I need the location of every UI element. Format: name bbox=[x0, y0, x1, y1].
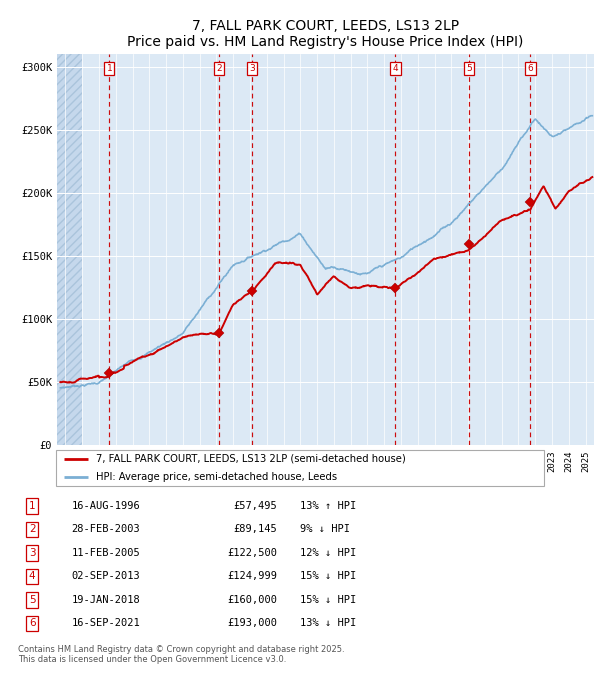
Text: 3: 3 bbox=[249, 64, 255, 73]
Text: 4: 4 bbox=[392, 64, 398, 73]
Text: £124,999: £124,999 bbox=[227, 571, 277, 581]
Text: 11-FEB-2005: 11-FEB-2005 bbox=[71, 548, 140, 558]
Text: 16-AUG-1996: 16-AUG-1996 bbox=[71, 501, 140, 511]
Text: 6: 6 bbox=[29, 618, 35, 628]
Bar bbox=[57, 54, 82, 445]
FancyBboxPatch shape bbox=[56, 449, 544, 486]
Text: HPI: Average price, semi-detached house, Leeds: HPI: Average price, semi-detached house,… bbox=[96, 472, 337, 482]
Title: 7, FALL PARK COURT, LEEDS, LS13 2LP
Price paid vs. HM Land Registry's House Pric: 7, FALL PARK COURT, LEEDS, LS13 2LP Pric… bbox=[127, 19, 524, 49]
Text: 15% ↓ HPI: 15% ↓ HPI bbox=[300, 595, 356, 605]
Text: 2: 2 bbox=[216, 64, 222, 73]
Text: 16-SEP-2021: 16-SEP-2021 bbox=[71, 618, 140, 628]
Text: 13% ↓ HPI: 13% ↓ HPI bbox=[300, 618, 356, 628]
Text: 9% ↓ HPI: 9% ↓ HPI bbox=[300, 524, 350, 534]
Text: £122,500: £122,500 bbox=[227, 548, 277, 558]
Text: 5: 5 bbox=[29, 595, 35, 605]
Text: 7, FALL PARK COURT, LEEDS, LS13 2LP (semi-detached house): 7, FALL PARK COURT, LEEDS, LS13 2LP (sem… bbox=[96, 454, 406, 464]
Text: 15% ↓ HPI: 15% ↓ HPI bbox=[300, 571, 356, 581]
Text: 1: 1 bbox=[29, 501, 35, 511]
Text: 13% ↑ HPI: 13% ↑ HPI bbox=[300, 501, 356, 511]
Text: 12% ↓ HPI: 12% ↓ HPI bbox=[300, 548, 356, 558]
Text: £89,145: £89,145 bbox=[233, 524, 277, 534]
Text: 2: 2 bbox=[29, 524, 35, 534]
Text: 5: 5 bbox=[466, 64, 472, 73]
Text: £193,000: £193,000 bbox=[227, 618, 277, 628]
Text: 3: 3 bbox=[29, 548, 35, 558]
Text: 19-JAN-2018: 19-JAN-2018 bbox=[71, 595, 140, 605]
Text: £160,000: £160,000 bbox=[227, 595, 277, 605]
Text: 02-SEP-2013: 02-SEP-2013 bbox=[71, 571, 140, 581]
Text: Contains HM Land Registry data © Crown copyright and database right 2025.
This d: Contains HM Land Registry data © Crown c… bbox=[18, 645, 344, 664]
Text: £57,495: £57,495 bbox=[233, 501, 277, 511]
Text: 1: 1 bbox=[106, 64, 112, 73]
Text: 4: 4 bbox=[29, 571, 35, 581]
Text: 6: 6 bbox=[527, 64, 533, 73]
Text: 28-FEB-2003: 28-FEB-2003 bbox=[71, 524, 140, 534]
